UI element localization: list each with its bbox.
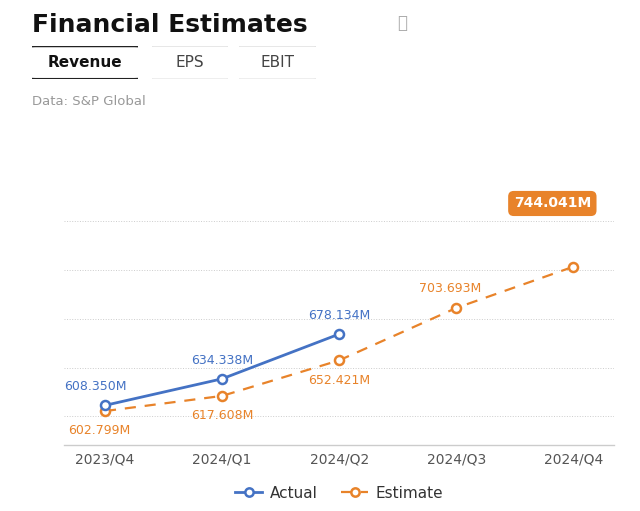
Text: 652.421M: 652.421M [308,374,371,387]
Text: EBIT: EBIT [260,55,294,70]
FancyBboxPatch shape [148,46,232,79]
Text: Revenue: Revenue [47,55,122,70]
Text: Data: S&P Global: Data: S&P Global [32,95,146,107]
Text: 608.350M: 608.350M [65,380,127,393]
FancyBboxPatch shape [235,46,319,79]
Text: Financial Estimates: Financial Estimates [32,13,308,37]
Text: 678.134M: 678.134M [308,309,371,322]
Text: 602.799M: 602.799M [68,424,131,437]
Text: ⓘ: ⓘ [397,14,407,32]
Legend: Actual, Estimate: Actual, Estimate [228,480,450,507]
Text: 744.041M: 744.041M [514,197,591,211]
Text: EPS: EPS [176,55,204,70]
FancyBboxPatch shape [27,46,143,79]
Text: 634.338M: 634.338M [191,354,253,366]
Text: 617.608M: 617.608M [191,409,253,422]
Text: 703.693M: 703.693M [419,282,481,295]
